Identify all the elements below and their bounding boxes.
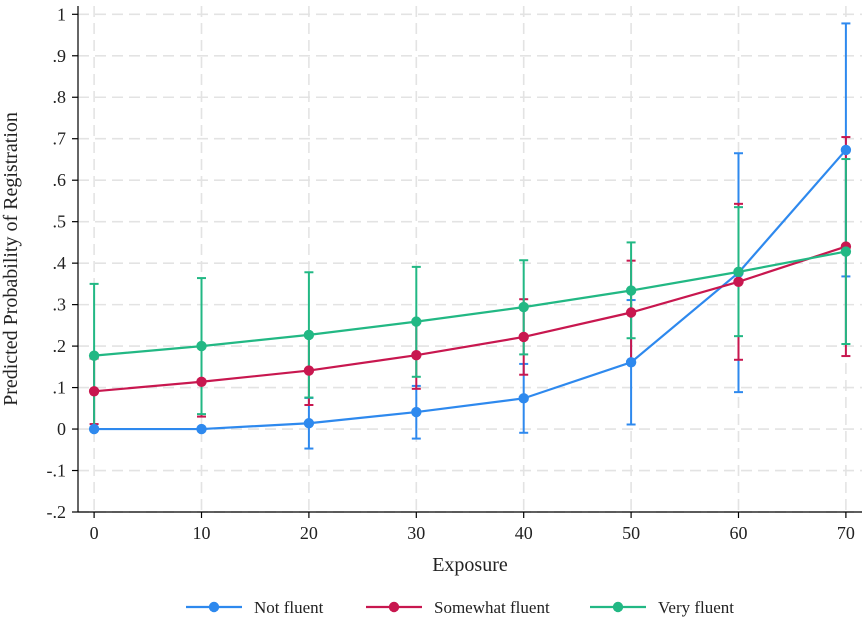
- x-tick-label: 0: [90, 523, 99, 543]
- legend-item: Very fluent: [590, 598, 734, 617]
- x-tick-label: 10: [193, 523, 211, 543]
- legend-marker: [612, 601, 624, 613]
- x-axis-ticks: 0 10 20 30 40 50 60 70: [90, 512, 855, 543]
- series-line-not-fluent: [88, 144, 852, 435]
- y-tick-label: .2: [53, 336, 67, 356]
- data-point: [411, 406, 422, 418]
- grid: [78, 6, 862, 513]
- data-point: [411, 350, 422, 361]
- y-tick-label: 1: [57, 4, 66, 24]
- data-point: [518, 393, 529, 404]
- y-tick-label: .5: [53, 212, 67, 232]
- series-layer: [88, 22, 852, 450]
- legend-label: Very fluent: [658, 598, 734, 617]
- series-line: [94, 250, 847, 357]
- data-point: [518, 331, 529, 343]
- x-tick-label: 50: [622, 523, 640, 543]
- data-point: [303, 329, 315, 341]
- data-point: [303, 365, 315, 376]
- data-point: [88, 386, 100, 397]
- series-not-fluent: [304, 22, 851, 450]
- x-tick-label: 20: [300, 523, 318, 543]
- x-tick-label: 60: [729, 523, 747, 543]
- y-tick-label: .6: [53, 170, 67, 190]
- data-point: [840, 246, 852, 257]
- legend-label: Somewhat fluent: [434, 598, 550, 617]
- data-point: [88, 423, 100, 435]
- data-point: [411, 316, 422, 327]
- series-line-very-fluent: [88, 246, 852, 361]
- y-axis-ticks: -.2 -.1 0 .1 .2 .3 .4 .5 .6 .7 .8 .9 1: [47, 4, 78, 522]
- y-tick-label: 0: [57, 419, 66, 439]
- legend-label: Not fluent: [254, 598, 324, 617]
- data-point: [733, 276, 744, 288]
- y-tick-label: -.1: [47, 461, 67, 481]
- legend: Not fluent Somewhat fluent Very fluent: [186, 598, 734, 617]
- y-tick-label: .3: [53, 295, 67, 315]
- data-point: [303, 418, 315, 429]
- data-point: [518, 301, 529, 313]
- x-tick-label: 30: [407, 523, 425, 543]
- series-line-somewhat-fluent: [88, 241, 852, 397]
- x-axis-title: Exposure: [432, 554, 508, 576]
- data-point: [733, 266, 744, 278]
- legend-item: Somewhat fluent: [366, 598, 550, 617]
- x-tick-label: 70: [837, 523, 855, 543]
- data-point: [625, 285, 637, 296]
- data-point: [625, 307, 637, 318]
- series-line: [94, 245, 847, 393]
- legend-item: Not fluent: [186, 598, 324, 617]
- data-point: [840, 144, 852, 156]
- data-point: [625, 357, 637, 368]
- legend-marker: [208, 601, 220, 613]
- data-point: [88, 350, 100, 361]
- y-axis-title: Predicted Probability of Registration: [0, 112, 22, 406]
- legend-marker: [388, 601, 400, 613]
- x-tick-label: 40: [515, 523, 533, 543]
- data-point: [196, 423, 207, 435]
- y-tick-label: .1: [53, 378, 67, 398]
- data-point: [196, 376, 207, 387]
- y-tick-label: .9: [53, 46, 67, 66]
- y-tick-label: .8: [53, 87, 67, 107]
- data-point: [196, 340, 207, 352]
- y-tick-label: .7: [53, 129, 67, 149]
- y-tick-label: -.2: [47, 502, 67, 522]
- y-tick-label: .4: [53, 253, 67, 273]
